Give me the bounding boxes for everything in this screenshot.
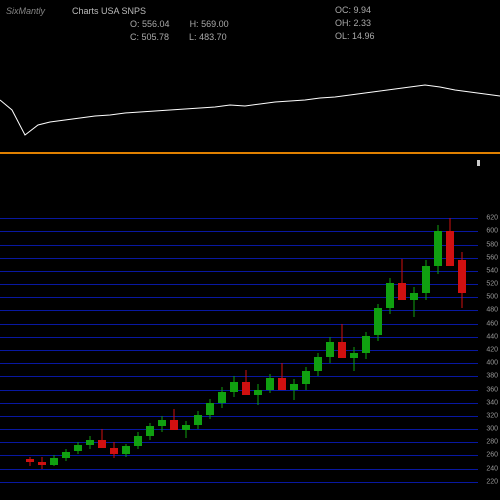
y-tick-label: 460 (486, 320, 498, 327)
separator-line (0, 152, 500, 154)
chart-title: Charts USA SNPS (72, 6, 146, 16)
y-tick-label: 320 (486, 412, 498, 419)
y-tick-label: 480 (486, 307, 498, 314)
ol-stat: OL: 14.96 (335, 30, 375, 43)
y-tick-label: 240 (486, 465, 498, 472)
y-tick-label: 340 (486, 399, 498, 406)
y-tick-label: 500 (486, 294, 498, 301)
open-stat: O: 556.04 (130, 18, 170, 31)
y-tick-label: 280 (486, 439, 498, 446)
y-tick-label: 520 (486, 281, 498, 288)
y-tick-label: 620 (486, 215, 498, 222)
line-chart (0, 50, 500, 150)
oc-stat: OC: 9.94 (335, 4, 375, 17)
high-stat: H: 569.00 (190, 18, 229, 31)
y-tick-label: 380 (486, 373, 498, 380)
site-name: SixMantly (6, 6, 45, 16)
marker-icon (477, 160, 480, 166)
y-tick-label: 600 (486, 228, 498, 235)
delta-stats: OC: 9.94 OH: 2.33 OL: 14.96 (335, 4, 375, 43)
y-axis-labels: 220 240 260 280 300 320 340 360 380 400 420 440 460 4… (478, 205, 498, 495)
y-tick-label: 440 (486, 333, 498, 340)
y-tick-label: 540 (486, 267, 498, 274)
y-tick-label: 260 (486, 452, 498, 459)
y-tick-label: 360 (486, 386, 498, 393)
y-tick-label: 400 (486, 360, 498, 367)
ohlc-stats: O: 556.04 H: 569.00 C: 505.78 L: 483.70 (130, 18, 229, 44)
y-tick-label: 560 (486, 254, 498, 261)
low-stat: L: 483.70 (189, 31, 227, 44)
close-stat: C: 505.78 (130, 31, 169, 44)
y-tick-label: 300 (486, 426, 498, 433)
y-tick-label: 580 (486, 241, 498, 248)
y-tick-label: 220 (486, 478, 498, 485)
y-tick-label: 420 (486, 347, 498, 354)
oh-stat: OH: 2.33 (335, 17, 375, 30)
candlestick-chart (0, 205, 475, 495)
